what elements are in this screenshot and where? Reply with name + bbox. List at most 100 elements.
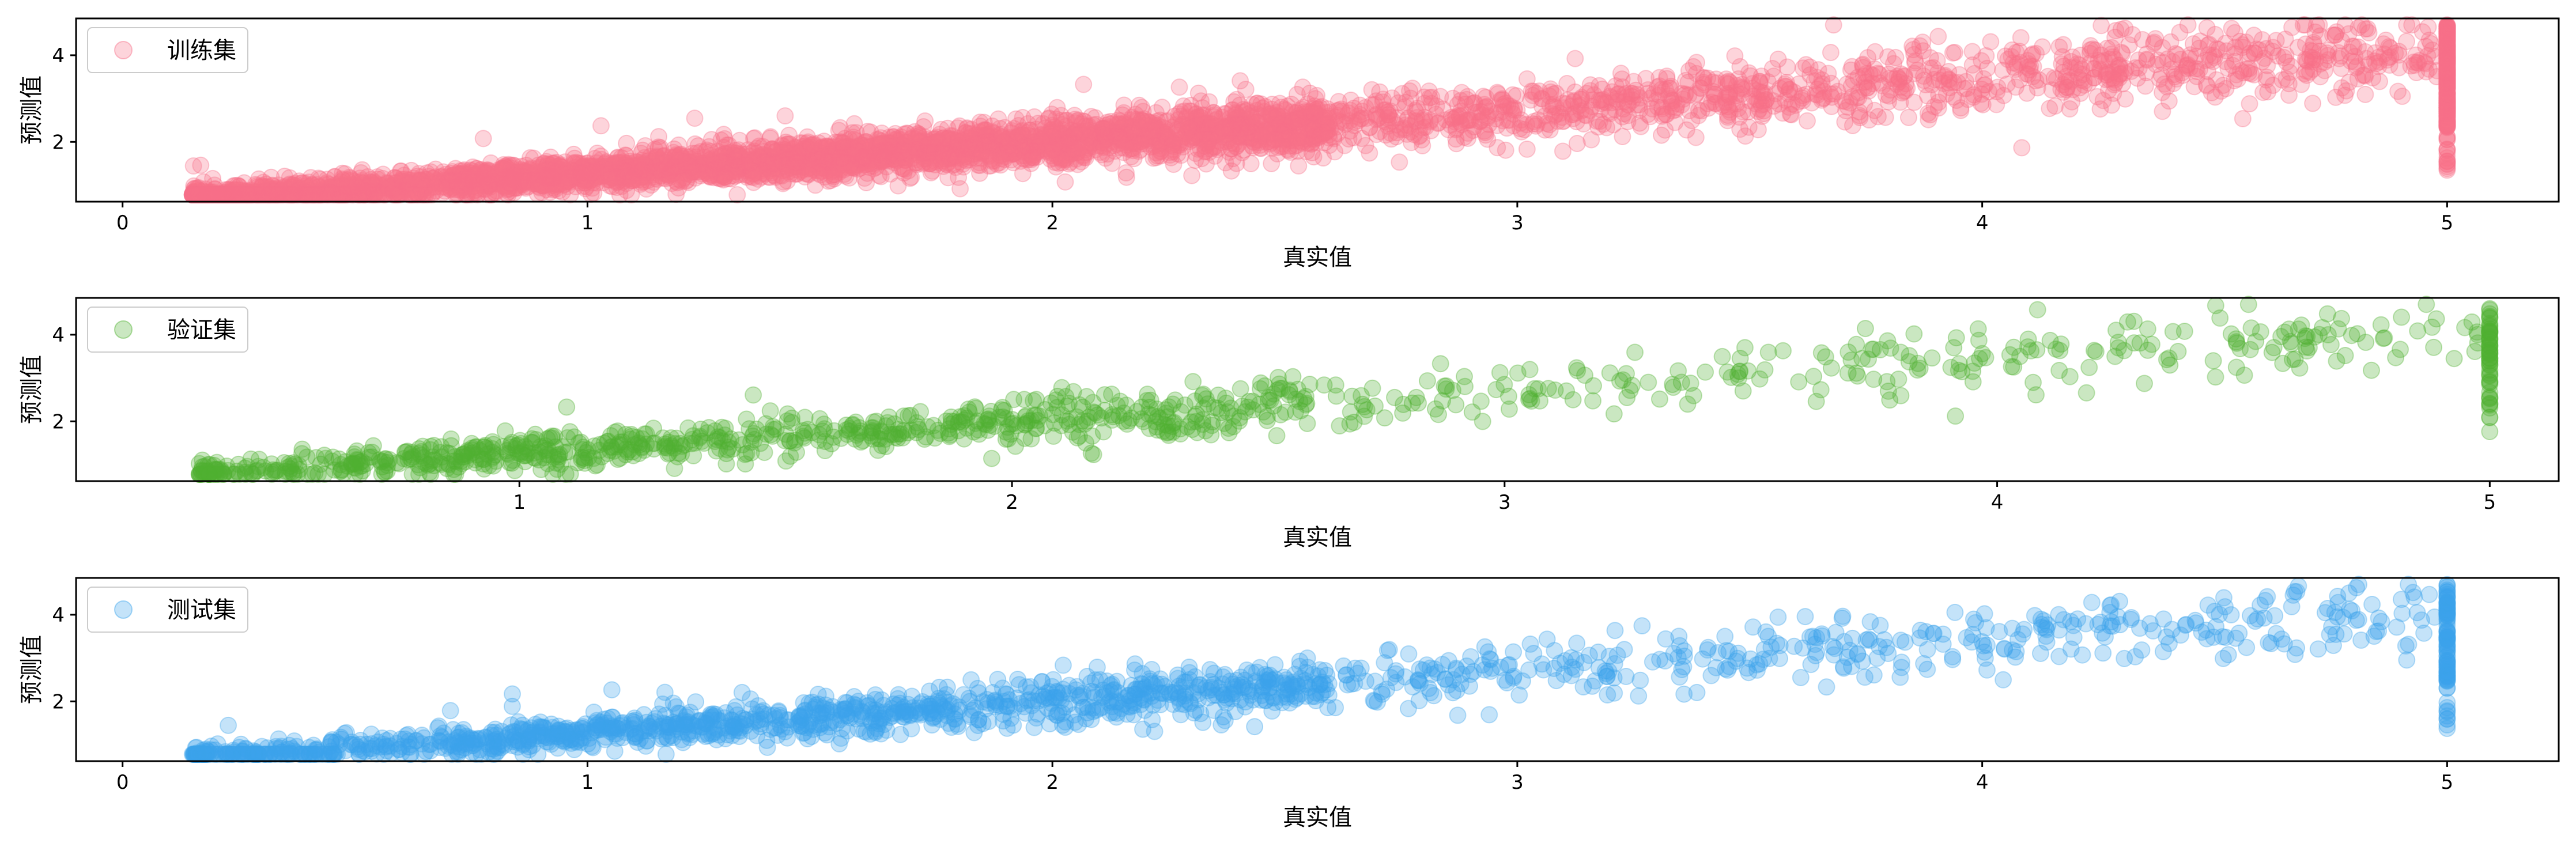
point-train: [358, 181, 376, 199]
point-train: [459, 183, 477, 200]
point-train: [1412, 131, 1430, 149]
point-train: [2438, 155, 2456, 173]
point-train: [2226, 24, 2243, 41]
point-train: [855, 152, 872, 170]
point-train: [1094, 137, 1112, 155]
point-train: [579, 154, 597, 172]
point-train: [1471, 113, 1489, 131]
point-train: [872, 149, 890, 167]
point-train: [1377, 126, 1395, 144]
point-train: [2360, 24, 2378, 41]
point-train: [211, 186, 229, 203]
point-train: [1848, 89, 1866, 107]
point-train: [549, 166, 566, 184]
point-train: [1285, 112, 1302, 130]
point-train: [1719, 112, 1736, 130]
point-train: [2438, 91, 2456, 109]
point-train: [737, 160, 755, 177]
point-train: [1588, 112, 1606, 130]
point-train: [350, 186, 368, 203]
point-train: [2389, 82, 2407, 100]
point-train: [1977, 47, 1995, 65]
point-train: [359, 168, 376, 186]
point-train: [1448, 135, 1465, 153]
point-train: [2307, 17, 2325, 35]
point-train: [2438, 22, 2456, 40]
point-train: [911, 142, 928, 160]
point-train: [2138, 51, 2156, 69]
point-train: [1978, 59, 1996, 77]
point-train: [2171, 24, 2189, 41]
point-train: [496, 157, 513, 175]
point-train: [302, 169, 320, 187]
point-train: [214, 186, 232, 203]
point-train: [1683, 112, 1701, 130]
point-train: [1200, 93, 1218, 111]
point-train: [2098, 63, 2116, 81]
point-train: [907, 154, 924, 172]
point-train: [1187, 110, 1204, 128]
point-train: [958, 134, 975, 152]
point-train: [1294, 78, 1312, 96]
point-train: [441, 178, 459, 195]
point-train: [2054, 36, 2072, 54]
point-train: [367, 175, 384, 192]
point-train: [986, 134, 1004, 152]
point-train: [1888, 67, 1906, 85]
point-train: [1498, 119, 1516, 137]
point-train: [508, 177, 526, 195]
point-train: [1899, 108, 1917, 126]
point-train: [1058, 131, 1076, 149]
point-train: [720, 146, 738, 164]
point-train: [476, 162, 494, 180]
point-train: [1264, 126, 1282, 143]
point-train: [544, 170, 562, 188]
point-train: [858, 147, 876, 165]
point-train: [2438, 85, 2456, 103]
point-train: [2224, 56, 2242, 74]
point-train: [481, 178, 499, 196]
point-train: [470, 172, 488, 190]
point-train: [616, 167, 634, 185]
point-train: [2438, 39, 2456, 56]
point-train: [297, 186, 315, 203]
point-train: [1368, 126, 1385, 143]
point-train: [1861, 65, 1879, 83]
point-train: [652, 167, 670, 185]
point-train: [2277, 53, 2295, 71]
point-train: [1648, 91, 1665, 109]
point-train: [795, 158, 813, 176]
point-train: [1687, 128, 1705, 146]
point-train: [311, 181, 328, 199]
point-train: [1687, 85, 1705, 103]
point-train: [206, 180, 224, 198]
point-train: [1368, 111, 1385, 128]
point-train: [733, 156, 751, 174]
point-train: [551, 157, 569, 175]
point-train: [1542, 83, 1560, 101]
point-train: [880, 141, 898, 159]
point-train: [1310, 128, 1328, 146]
point-train: [1291, 110, 1309, 128]
point-train: [955, 146, 973, 164]
point-train: [1843, 58, 1861, 75]
point-train: [1299, 108, 1317, 126]
point-train: [1554, 142, 1572, 160]
point-train: [280, 180, 298, 198]
point-train: [2438, 128, 2456, 146]
point-train: [1251, 139, 1269, 157]
point-train: [1048, 141, 1066, 158]
point-train: [1668, 95, 1686, 113]
point-train: [1164, 118, 1181, 136]
point-train: [1891, 93, 1909, 111]
point-train: [499, 186, 517, 203]
point-train: [2061, 100, 2079, 118]
point-train: [660, 165, 678, 183]
point-train: [1125, 133, 1143, 150]
point-train: [1656, 81, 1674, 99]
point-train: [293, 174, 311, 192]
point-train: [1328, 102, 1346, 120]
point-train: [1512, 114, 1529, 132]
point-train: [1306, 90, 1324, 108]
